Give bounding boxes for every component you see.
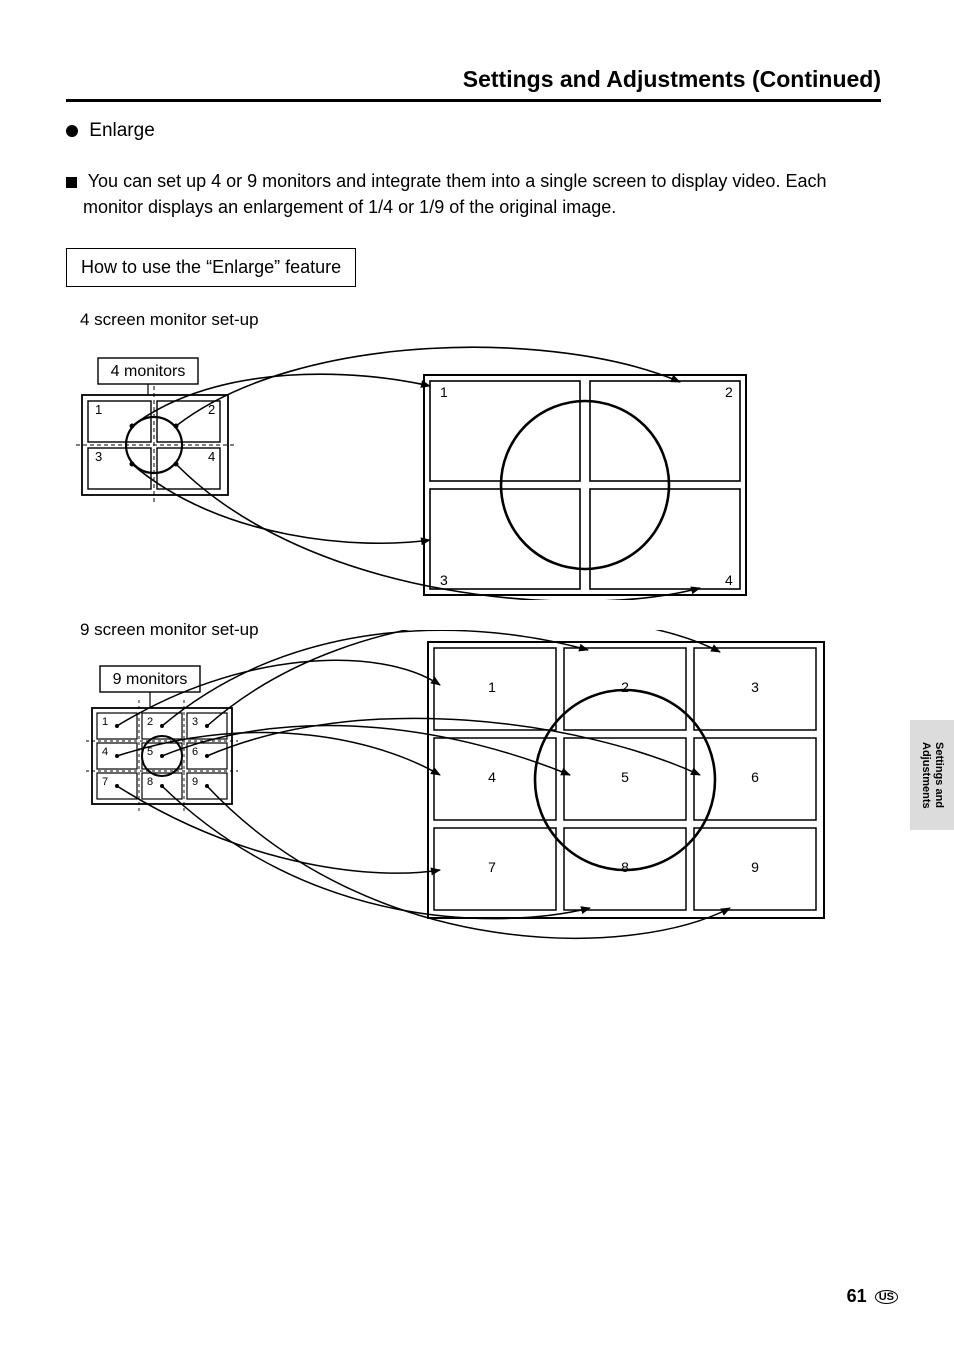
- svg-text:8: 8: [147, 776, 153, 788]
- svg-text:4: 4: [488, 769, 496, 785]
- svg-text:3: 3: [440, 572, 448, 588]
- page-number-value: 61: [847, 1286, 867, 1306]
- svg-text:1: 1: [440, 384, 448, 400]
- diagram9-small-label: 9 monitors: [113, 671, 188, 688]
- svg-text:5: 5: [621, 769, 629, 785]
- diagram9-big-grid: 1 2 3 4 5 6 7 8 9: [428, 642, 824, 918]
- svg-text:4: 4: [725, 572, 733, 588]
- svg-text:1: 1: [95, 402, 102, 417]
- page-number: 61 US: [847, 1286, 898, 1307]
- svg-text:3: 3: [192, 716, 198, 728]
- feature-box-label: How to use the “Enlarge” feature: [81, 257, 341, 277]
- svg-text:2: 2: [621, 679, 629, 695]
- section-heading: Enlarge: [66, 120, 155, 142]
- svg-text:7: 7: [488, 859, 496, 875]
- side-tab-line1: Settings and: [933, 742, 945, 808]
- feature-box: How to use the “Enlarge” feature: [66, 248, 356, 287]
- svg-text:1: 1: [488, 679, 496, 695]
- body-paragraph: You can set up 4 or 9 monitors and integ…: [66, 168, 864, 220]
- manual-page: Settings and Adjustments (Continued) Enl…: [0, 0, 954, 1351]
- section-title-text: Enlarge: [89, 120, 155, 141]
- svg-text:8: 8: [621, 859, 629, 875]
- page-header-title: Settings and Adjustments (Continued): [66, 66, 881, 102]
- svg-text:3: 3: [751, 679, 759, 695]
- paragraph-line2: monitor displays an enlargement of 1/4 o…: [83, 194, 616, 220]
- svg-text:9: 9: [751, 859, 759, 875]
- region-badge: US: [875, 1290, 898, 1304]
- diagram4-big-grid: 1 2 3 4: [424, 375, 746, 595]
- side-tab-text: Settings and Adjustments: [919, 742, 945, 809]
- diagram4-small-label: 4 monitors: [111, 363, 186, 380]
- bullet-dot-icon: [66, 125, 78, 137]
- svg-text:1: 1: [102, 716, 108, 728]
- svg-text:6: 6: [192, 746, 198, 758]
- paragraph-line1: You can set up 4 or 9 monitors and integ…: [88, 171, 827, 191]
- svg-text:3: 3: [95, 449, 102, 464]
- diagram-9-monitors: 9 monitors 1 2 3 4 5 6 7 8: [0, 630, 954, 960]
- svg-text:2: 2: [147, 716, 153, 728]
- side-tab: Settings and Adjustments: [910, 720, 954, 830]
- diagram4-heading: 4 screen monitor set-up: [80, 310, 259, 330]
- side-tab-line2: Adjustments: [920, 742, 932, 809]
- svg-text:4: 4: [208, 449, 215, 464]
- svg-text:7: 7: [102, 776, 108, 788]
- svg-text:6: 6: [751, 769, 759, 785]
- svg-text:2: 2: [725, 384, 733, 400]
- svg-text:9: 9: [192, 776, 198, 788]
- svg-text:4: 4: [102, 746, 108, 758]
- diagram-4-monitors: 4 monitors 1 2 3 4: [0, 340, 954, 600]
- square-bullet-icon: [66, 177, 77, 188]
